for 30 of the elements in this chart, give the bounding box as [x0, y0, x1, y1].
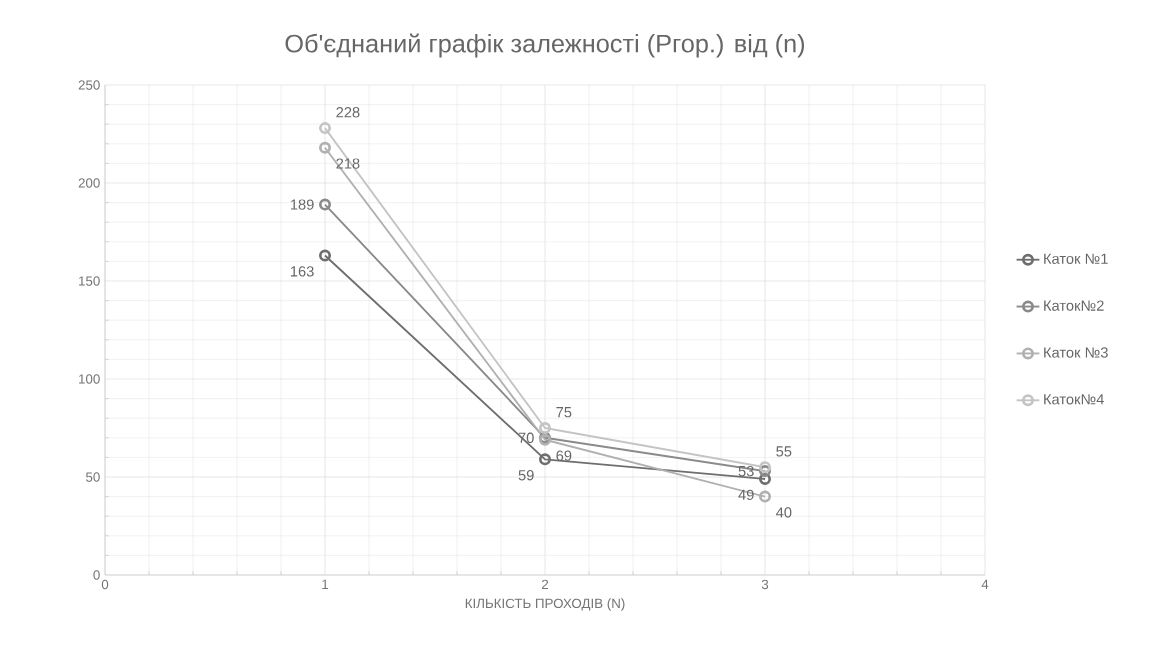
y-tick-label: 100 — [79, 374, 100, 384]
legend-label: Каток №1 — [1044, 253, 1108, 264]
y-tick-label: 250 — [78, 80, 100, 90]
data-label: 163 — [290, 266, 314, 277]
data-label: 40 — [776, 507, 792, 518]
y-tick-label: 0 — [93, 570, 100, 580]
x-axis-title: КІЛЬКІСТЬ ПРОХОДІВ (N) — [465, 598, 625, 611]
point — [539, 421, 552, 434]
data-label: 218 — [336, 158, 360, 169]
data-label: 69 — [556, 450, 572, 461]
legend-label: Каток№2 — [1044, 300, 1104, 311]
y-tick-label: 50 — [86, 472, 100, 482]
y-tick-label: 150 — [79, 276, 100, 286]
data-label: 49 — [738, 489, 754, 501]
data-label: 189 — [290, 199, 314, 210]
x-tick-label: 0 — [101, 579, 109, 590]
data-label: 228 — [336, 107, 360, 118]
x-tick-label: 4 — [981, 579, 989, 589]
data-label: 55 — [776, 446, 792, 457]
data-label: 53 — [738, 465, 754, 477]
point — [539, 453, 552, 466]
legend-label: Каток№4 — [1044, 394, 1104, 405]
data-label: 75 — [556, 407, 572, 418]
x-tick-label: 2 — [541, 579, 549, 590]
x-tick-label: 3 — [761, 579, 769, 590]
x-tick-label: 1 — [322, 579, 329, 589]
data-label: 59 — [518, 470, 534, 481]
y-tick-label: 200 — [78, 178, 100, 188]
legend-label: Каток №3 — [1044, 347, 1108, 358]
chart-title: Об'єднаний графік залежності (Pгор.) від (n) — [285, 33, 805, 58]
